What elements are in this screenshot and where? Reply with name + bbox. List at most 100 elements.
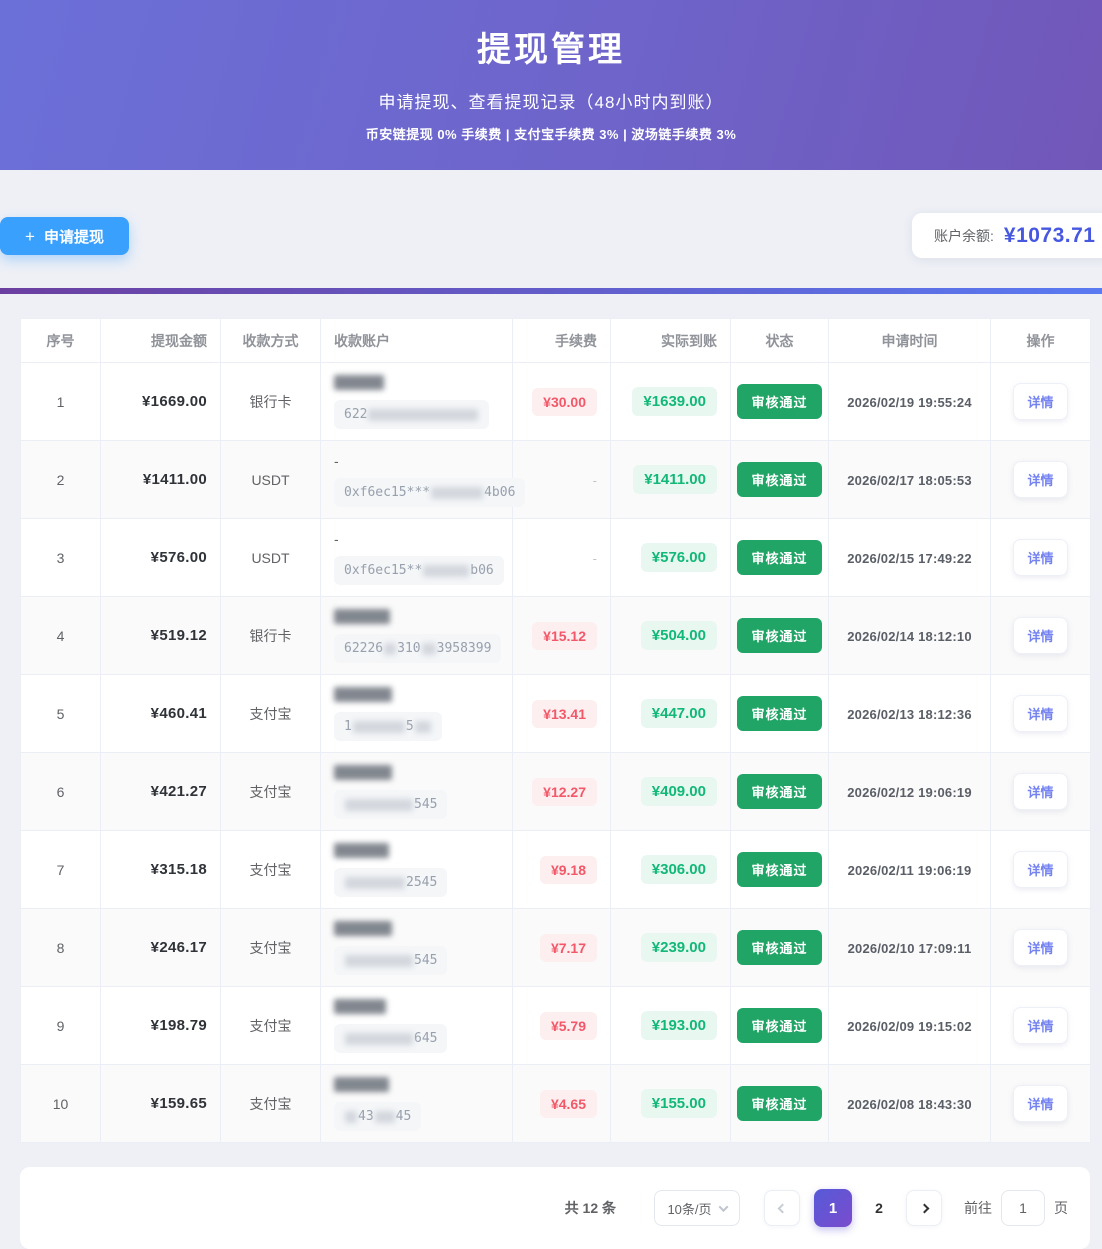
page-subtitle: 申请提现、查看提现记录（48小时内到账） (378, 93, 724, 112)
cell-amount: ¥159.65 (150, 1095, 207, 1112)
page-number-2[interactable]: 2 (875, 1200, 883, 1216)
blurred-account-name (334, 765, 392, 780)
blurred-number-segment (345, 1032, 413, 1045)
table-row: 4 ¥519.12 银行卡 62226 310 3958399 ¥15.12 ¥50… (20, 596, 1091, 675)
blurred-number-segment (421, 642, 436, 655)
chevron-right-icon (919, 1203, 929, 1213)
account-number-pill: 2545 (334, 868, 448, 897)
col-header-account: 收款账户 (320, 318, 513, 363)
actual-amount-pill: ¥239.00 (640, 933, 717, 962)
blurred-number-segment (345, 876, 405, 889)
cell-account: 43 45 (320, 1064, 513, 1143)
account-number-segment: 45 (395, 1109, 412, 1124)
detail-button[interactable]: 详情 (1013, 695, 1068, 732)
toolbar: + 申请提现 账户余额: ¥1073.71 (0, 170, 1102, 296)
cell-apply-time: 2026/02/17 18:05:53 (847, 472, 972, 488)
cell-apply-time: 2026/02/10 17:09:11 (847, 940, 972, 956)
table-row: 3 ¥576.00 USDT - 0xf6ec15** b06 - ¥576.00… (20, 518, 1091, 597)
blurred-account-name (334, 921, 392, 936)
account-name (334, 764, 512, 781)
fee-value: - (592, 550, 597, 566)
detail-button[interactable]: 详情 (1013, 461, 1068, 498)
account-number-segment: 545 (414, 953, 438, 968)
fee-value: ¥5.79 (539, 1011, 597, 1040)
account-number-segment: 5 (405, 719, 414, 734)
fee-value: ¥9.18 (539, 855, 597, 884)
blurred-account-name (334, 843, 389, 858)
blurred-number-segment (414, 720, 431, 733)
detail-button[interactable]: 详情 (1013, 1085, 1068, 1122)
next-page-button[interactable] (906, 1190, 942, 1226)
cell-index: 8 (20, 908, 101, 987)
cell-apply-time: 2026/02/12 19:06:19 (847, 784, 972, 800)
cell-apply-time: 2026/02/09 19:15:02 (847, 1018, 972, 1034)
status-badge: 审核通过 (737, 1008, 822, 1043)
pagination: 共 12 条 10条/页 12 前往 页 (565, 1189, 1068, 1227)
blurred-account-name (334, 999, 386, 1014)
account-name (334, 608, 512, 625)
page-number-1[interactable]: 1 (814, 1189, 852, 1227)
detail-button[interactable]: 详情 (1013, 383, 1068, 420)
fee-value: ¥12.27 (532, 777, 597, 806)
detail-button[interactable]: 详情 (1013, 617, 1068, 654)
cell-method: USDT (220, 440, 321, 519)
table-row: 1 ¥1669.00 银行卡 622 ¥30.00 ¥1639.00 审核通过 … (20, 362, 1091, 441)
apply-withdraw-button[interactable]: + 申请提现 (0, 217, 129, 255)
detail-button[interactable]: 详情 (1013, 851, 1068, 888)
cell-amount: ¥246.17 (150, 939, 207, 956)
chevron-left-icon (777, 1203, 787, 1213)
cell-apply-time: 2026/02/08 18:43:30 (847, 1096, 972, 1112)
cell-method: 银行卡 (220, 596, 321, 675)
prev-page-button[interactable] (764, 1190, 800, 1226)
account-number-segment: 43 (358, 1109, 374, 1124)
detail-button[interactable]: 详情 (1013, 1007, 1068, 1044)
blurred-account-name (334, 609, 390, 624)
page-title: 提现管理 (477, 31, 625, 69)
fee-value: ¥15.12 (532, 621, 597, 650)
cell-account: 545 (320, 752, 513, 831)
table-row: 6 ¥421.27 支付宝 545 ¥12.27 ¥409.00 审核通过 20… (20, 752, 1091, 831)
fee-note: 币安链提现 0% 手续费 | 支付宝手续费 3% | 波场链手续费 3% (365, 127, 737, 142)
status-badge: 审核通过 (737, 696, 822, 731)
status-badge: 审核通过 (737, 852, 822, 887)
footer-card: 共 12 条 10条/页 12 前往 页 (20, 1167, 1090, 1249)
blurred-number-segment (345, 1110, 357, 1123)
withdraw-table-card: 序号 提现金额 收款方式 收款账户 手续费 实际到账 状态 申请时间 操作 1 … (20, 318, 1091, 1143)
blurred-number-segment (345, 954, 413, 967)
cell-index: 9 (20, 986, 101, 1065)
account-number-segment: 1 (344, 719, 352, 734)
status-badge: 审核通过 (737, 930, 822, 965)
account-number-pill: 622 (334, 400, 490, 429)
plus-icon: + (25, 226, 35, 246)
account-number-segment: 310 (397, 641, 421, 656)
cell-amount: ¥576.00 (150, 549, 207, 566)
page-size-select[interactable]: 10条/页 (654, 1190, 740, 1226)
account-number-pill: 62226 310 3958399 (334, 634, 502, 663)
cell-amount: ¥315.18 (150, 861, 207, 878)
goto-page-input[interactable] (1001, 1190, 1045, 1226)
account-number-segment: 0xf6ec15*** (344, 485, 431, 500)
cell-apply-time: 2026/02/19 19:55:24 (847, 394, 972, 410)
cell-account: 545 (320, 908, 513, 987)
fee-value: ¥30.00 (532, 387, 597, 416)
fee-value: ¥7.17 (539, 933, 597, 962)
account-number-segment: 545 (414, 797, 438, 812)
detail-button[interactable]: 详情 (1013, 929, 1068, 966)
total-count-label: 共 12 条 (564, 1200, 616, 1216)
col-header-method: 收款方式 (220, 318, 321, 363)
account-number-pill: 0xf6ec15*** 4b06 (334, 478, 526, 507)
blurred-number-segment (431, 486, 484, 499)
cell-index: 7 (20, 830, 101, 909)
cell-method: 支付宝 (220, 908, 321, 987)
balance-label: 账户余额: (934, 227, 994, 244)
cell-method: USDT (220, 518, 321, 597)
detail-button[interactable]: 详情 (1013, 539, 1068, 576)
cell-amount: ¥421.27 (150, 783, 207, 800)
account-number-pill: 43 45 (334, 1102, 422, 1131)
detail-button[interactable]: 详情 (1013, 773, 1068, 810)
account-number-segment: 62226 (344, 641, 384, 656)
status-badge: 审核通过 (737, 774, 822, 809)
withdraw-table: 序号 提现金额 收款方式 收款账户 手续费 实际到账 状态 申请时间 操作 1 … (20, 318, 1091, 1143)
